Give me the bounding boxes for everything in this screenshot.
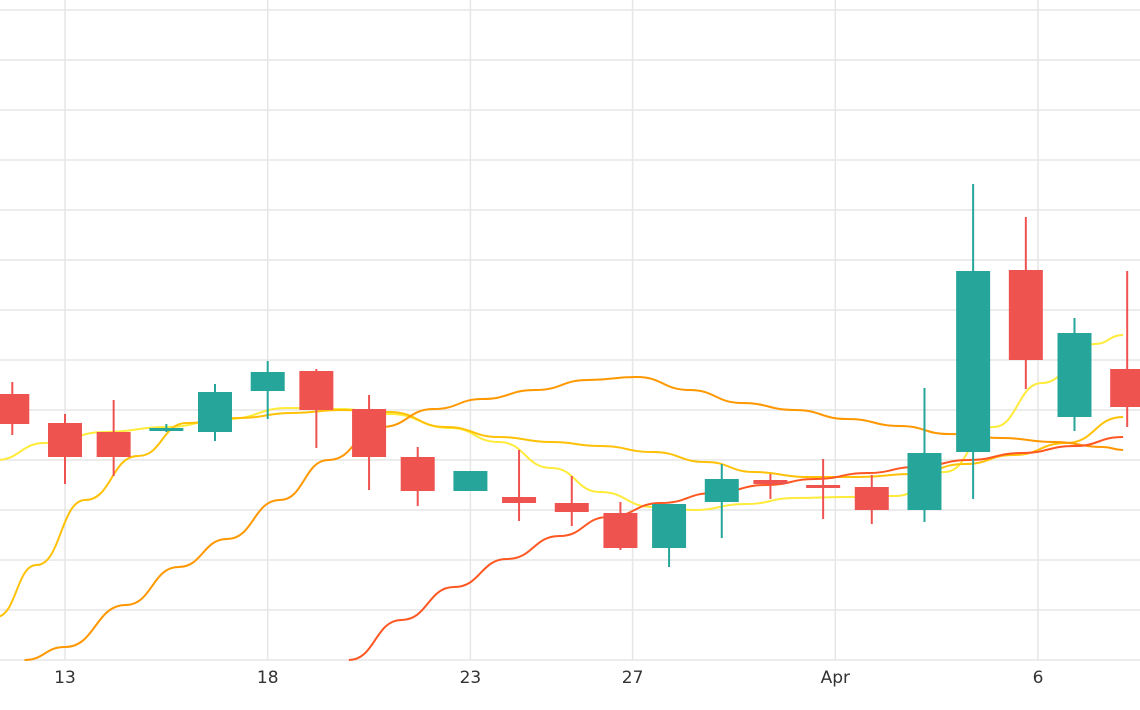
candle: [250, 361, 285, 419]
candle: [352, 395, 387, 490]
moving-average-line-ma-long: [24, 375, 1124, 661]
candle: [652, 504, 687, 567]
candle-body-down: [854, 487, 889, 510]
candle: [1057, 318, 1092, 431]
x-tick-label: Apr: [821, 668, 850, 688]
candle: [0, 382, 30, 435]
candle-body-down: [48, 423, 82, 457]
candle: [1110, 271, 1140, 427]
candles: [0, 184, 1140, 567]
candle-body-up: [652, 504, 687, 548]
vertical-gridlines: [64, 0, 1039, 660]
candle: [554, 476, 589, 526]
candle: [1008, 217, 1043, 389]
x-tick-label: 13: [54, 668, 76, 688]
candle: [956, 184, 991, 499]
candle-body-down: [1008, 270, 1043, 360]
candle: [48, 414, 82, 484]
candle-body-up: [907, 453, 942, 510]
candle: [149, 424, 184, 432]
candle: [806, 459, 841, 519]
candle: [907, 388, 942, 522]
candle-body-down: [400, 457, 435, 491]
candle-body-down: [554, 503, 589, 512]
candle: [502, 450, 537, 521]
candle-body-up: [1057, 333, 1092, 417]
candle: [753, 474, 788, 499]
candle-body-up: [149, 428, 184, 431]
x-tick-label: 23: [460, 668, 482, 688]
x-tick-label: 6: [1033, 668, 1044, 688]
candle-body-down: [96, 432, 131, 457]
candle: [198, 384, 233, 441]
candle-body-down: [502, 497, 537, 503]
candle: [854, 475, 889, 524]
candle: [453, 471, 488, 491]
candle: [704, 464, 739, 538]
candle: [96, 400, 131, 476]
candle-body-down: [603, 513, 638, 548]
candle-body-down: [0, 394, 30, 424]
candle-body-up: [453, 471, 488, 491]
candle-body-down: [352, 409, 387, 457]
candle-body-down: [299, 371, 334, 410]
x-axis-tick-labels: 13 18 23 27 Apr 6: [54, 668, 1043, 688]
candle: [400, 447, 435, 506]
candle-body-up: [198, 392, 233, 432]
candle-body-up: [250, 372, 285, 391]
candle: [299, 369, 334, 448]
x-tick-label: 27: [622, 668, 644, 688]
candle-body-up: [956, 271, 991, 452]
candle-body-up: [704, 479, 739, 502]
candle-body-down: [806, 485, 841, 488]
candle-body-down: [1110, 369, 1140, 407]
candle-body-down: [753, 480, 788, 484]
x-tick-label: 18: [257, 668, 279, 688]
candle: [603, 502, 638, 550]
